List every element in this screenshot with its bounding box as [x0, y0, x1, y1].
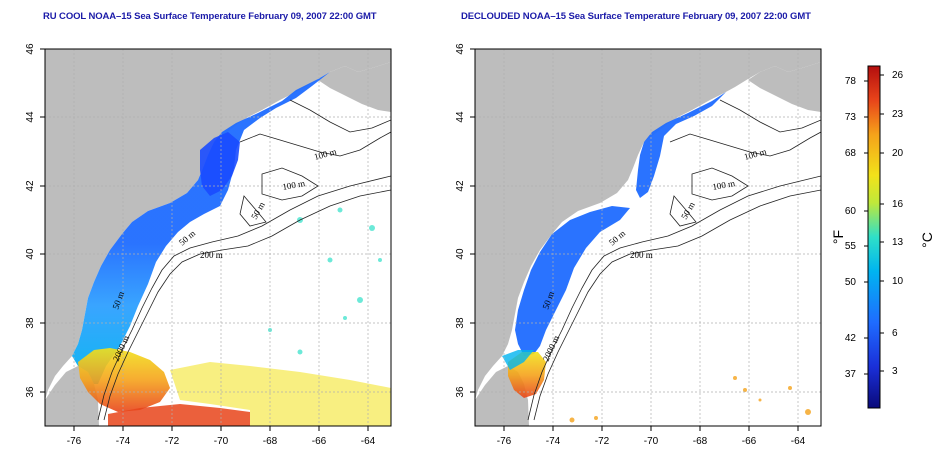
x-tick-label: -72	[595, 436, 610, 447]
contour-label: 100 m	[282, 178, 306, 192]
graticule	[45, 49, 391, 426]
x-tick-label: -68	[693, 436, 708, 447]
colorbar-f-label: 42	[845, 333, 857, 344]
colorbar-gradient	[867, 65, 881, 409]
y-tick-label: 36	[25, 386, 36, 398]
contour-label: 100 m	[712, 178, 736, 192]
panel-title-left: RU COOL NOAA–15 Sea Surface Temperature …	[43, 11, 377, 22]
colorbar-f-ticks	[864, 80, 868, 375]
colorbar-f-label: 37	[845, 369, 857, 380]
y-tick-label: 42	[25, 180, 36, 192]
x-tick-label: -70	[644, 436, 659, 447]
colorbar-f-label: 68	[845, 148, 857, 159]
x-ticks	[503, 426, 799, 431]
colorbar-c-ticks	[880, 74, 884, 372]
x-tick-label: -64	[361, 436, 376, 447]
colorbar-c-label: 16	[892, 199, 904, 210]
y-tick-label: 44	[455, 111, 466, 123]
panel-title-right: DECLOUDED NOAA–15 Sea Surface Temperatur…	[461, 11, 811, 22]
sst-cool-south	[502, 350, 534, 370]
y-tick-label: 36	[455, 386, 466, 398]
nova-scotia-land	[318, 62, 391, 112]
x-ticks	[73, 426, 369, 431]
colorbar-f-label: 78	[845, 76, 857, 87]
colorbar-c-label: 26	[892, 70, 904, 81]
map-frame	[44, 48, 392, 427]
x-tick-label: -66	[312, 436, 327, 447]
nova-scotia-land	[748, 62, 821, 112]
x-tick-label: -66	[742, 436, 757, 447]
colorbar-f-label: 73	[845, 112, 857, 123]
x-tick-label: -70	[214, 436, 229, 447]
map-frame	[474, 48, 822, 427]
sst-shelf-band	[72, 72, 330, 384]
map-panel-right: 100 m 100 m 50 m 50 m 200 m 50 m 2000 m …	[455, 43, 822, 447]
graticule	[475, 49, 821, 426]
y-tick-label: 40	[25, 248, 36, 260]
land-mass	[475, 49, 821, 400]
x-tick-label: -64	[791, 436, 806, 447]
sst-gom-patch	[200, 132, 240, 196]
sst-scattered-south	[170, 362, 391, 426]
y-tick-label: 40	[455, 248, 466, 260]
y-ticks	[470, 48, 475, 393]
x-tick-label: -68	[263, 436, 278, 447]
sst-shelf-south	[515, 206, 630, 356]
sst-shelf-band	[636, 92, 726, 198]
sst-scatter-specks	[569, 376, 811, 423]
colorbar-c-label: 6	[892, 328, 898, 339]
contour-label: 200 m	[630, 250, 653, 260]
sst-warm-south	[78, 348, 170, 412]
y-tick-label: 46	[455, 43, 466, 55]
sst-gulf-stream-bottom	[108, 404, 250, 426]
bathymetry-contours	[97, 99, 391, 421]
contour-label: 200 m	[200, 250, 223, 260]
colorbar-c-label: 20	[892, 148, 904, 159]
colorbar-c-unit: °C	[919, 232, 935, 248]
colorbar-f-unit: °F	[830, 230, 846, 244]
land-mass	[45, 49, 391, 400]
colorbar-c-label: 10	[892, 276, 904, 287]
y-tick-label: 46	[25, 43, 36, 55]
y-tick-label: 38	[455, 317, 466, 329]
x-tick-label: -76	[497, 436, 512, 447]
colorbar-f-label: 60	[845, 206, 857, 217]
colorbar-f-label: 55	[845, 241, 857, 252]
x-tick-label: -76	[67, 436, 82, 447]
colorbar-c-label: 3	[892, 366, 898, 377]
colorbar-c-label: 13	[892, 237, 904, 248]
colorbar-f-label: 50	[845, 277, 857, 288]
map-panel-left: 100 m 100 m 50 m 50 m 200 m 50 m 2000 m …	[25, 43, 392, 447]
x-tick-label: -74	[546, 436, 561, 447]
bathymetry-contours	[527, 99, 821, 421]
y-tick-label: 42	[455, 180, 466, 192]
y-tick-label: 38	[25, 317, 36, 329]
x-tick-label: -72	[165, 436, 180, 447]
x-tick-label: -74	[116, 436, 131, 447]
y-ticks	[40, 48, 45, 393]
colorbar-c-label: 23	[892, 109, 904, 120]
y-tick-label: 44	[25, 111, 36, 123]
colorbar: 78 73 68 60 55 50 42 37 26 23 20 16 13 1…	[830, 65, 935, 409]
